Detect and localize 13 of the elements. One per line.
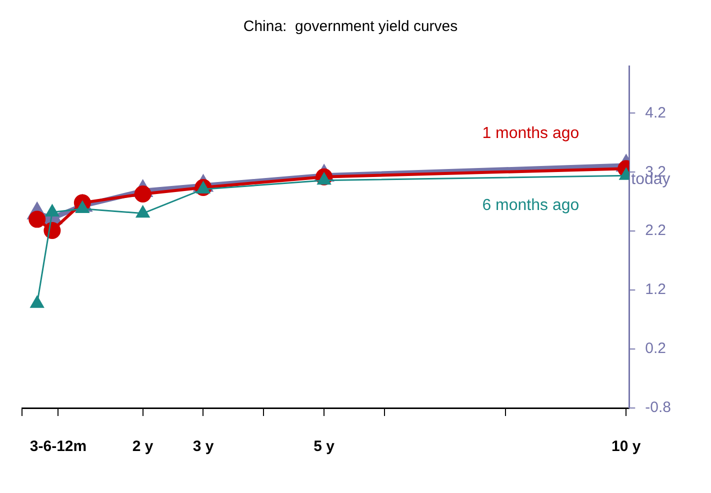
- series-label: 1 months ago: [482, 125, 580, 142]
- x-tick-label: 5 y: [314, 438, 336, 456]
- chart-title: China: government yield curves: [243, 18, 458, 36]
- x-tick-label: 3 y: [192, 438, 214, 456]
- x-tick-label: 10 y: [612, 438, 642, 456]
- y-tick-label: 1.2: [645, 281, 666, 298]
- series-label: 6 months ago: [482, 197, 580, 214]
- x-tick-label: 2 y: [132, 438, 154, 456]
- x-tick-label: 3-6-12m: [30, 438, 87, 456]
- y-tick-label: -0.8: [645, 399, 672, 416]
- y-tick-label: 4.2: [645, 104, 666, 122]
- y-tick-label: 2.2: [645, 222, 666, 240]
- y-tick-label: 0.2: [645, 340, 666, 358]
